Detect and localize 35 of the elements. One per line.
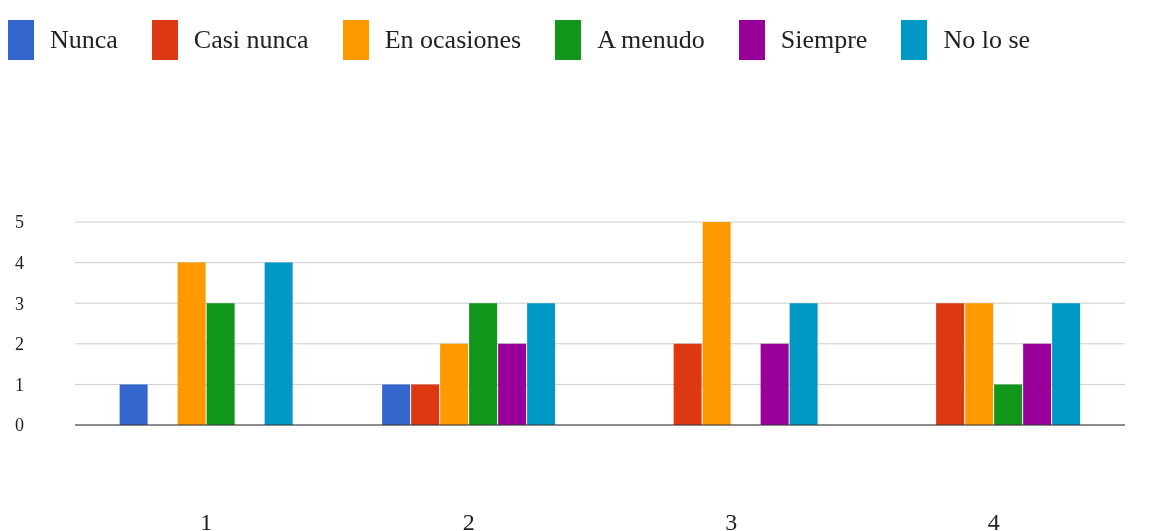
legend-label: Siempre xyxy=(780,25,868,55)
bar xyxy=(469,303,498,425)
bar xyxy=(527,303,556,425)
bar xyxy=(789,303,818,425)
legend-label: A menudo xyxy=(597,25,705,55)
x-tick-label: 2 xyxy=(462,509,475,531)
bar xyxy=(119,384,148,425)
y-tick-label: 5 xyxy=(15,212,24,233)
y-tick-label: 2 xyxy=(15,334,24,355)
x-tick-label: 4 xyxy=(987,509,1000,531)
bar xyxy=(206,303,235,425)
y-tick-label: 3 xyxy=(15,293,24,314)
bar xyxy=(411,384,440,425)
y-tick-label: 0 xyxy=(15,415,24,436)
bar xyxy=(673,343,702,425)
bar xyxy=(994,384,1023,425)
bar xyxy=(965,303,994,425)
bar xyxy=(264,262,293,425)
bar xyxy=(498,343,527,425)
legend-label: No lo se xyxy=(943,25,1031,55)
bar xyxy=(440,343,469,425)
x-tick-label: 1 xyxy=(200,509,213,531)
bar xyxy=(760,343,789,425)
bar xyxy=(1023,343,1052,425)
bar xyxy=(177,262,206,425)
x-tick-label: 3 xyxy=(725,509,738,531)
y-tick-label: 4 xyxy=(15,252,24,273)
bar xyxy=(1052,303,1081,425)
bar xyxy=(382,384,411,425)
legend-label: Casi nunca xyxy=(193,25,309,55)
bar xyxy=(702,222,731,425)
bar xyxy=(936,303,965,425)
legend-label: En ocasiones xyxy=(384,25,522,55)
legend-label: Nunca xyxy=(50,25,118,55)
y-tick-label: 1 xyxy=(15,374,24,395)
